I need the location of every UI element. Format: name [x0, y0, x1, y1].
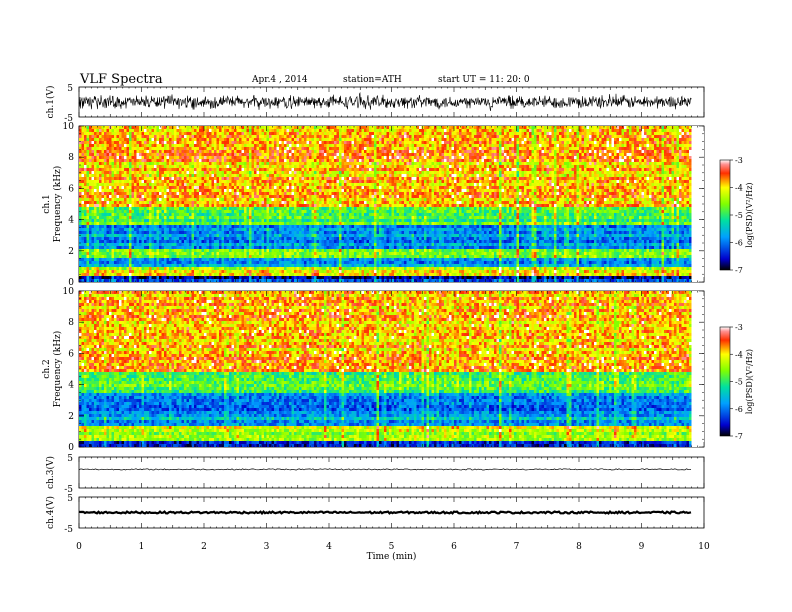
colorbar-tick-label: -5: [735, 211, 743, 220]
x-tick-label: 9: [639, 542, 645, 552]
y-axis-label: ch.3(V): [45, 456, 56, 489]
waveform-line: [78, 509, 692, 516]
y-axis-label: ch.1(V): [45, 86, 56, 119]
ch4-waveform-trace: [78, 509, 692, 516]
colorbar-tick-label: -7: [735, 266, 743, 275]
colorbar-tick-label: -4: [735, 350, 743, 359]
colorbar-tick-label: -6: [735, 405, 743, 414]
colorbar-tick-label: -6: [735, 239, 743, 248]
x-tick-label: 0: [76, 542, 82, 552]
x-tick-label: 1: [139, 542, 145, 552]
y-tick-label: 5: [67, 494, 73, 504]
colorbar-tick-label: -3: [735, 323, 743, 332]
no-data-region: [691, 291, 704, 447]
x-tick-label: 8: [576, 542, 582, 552]
x-tick-label: 10: [698, 542, 710, 552]
colorbars: -3 -4 -5 -6 -7 log(PSD)(V²/Hz) -3 -4 -5 -6 -7 log(P…: [719, 156, 754, 441]
y-tick-label: -5: [64, 525, 73, 535]
y-tick-label: 10: [63, 287, 75, 297]
y-tick-label: 2: [68, 412, 74, 422]
x-tick-label: 2: [201, 542, 207, 552]
figure-date: Apr.4 , 2014: [251, 75, 308, 85]
colorbar-tick-label: -4: [735, 184, 743, 193]
y-tick-label: 8: [68, 153, 74, 163]
ch2-spectrogram-image: [79, 291, 704, 447]
y-tick-label: 2: [68, 247, 74, 257]
y-axis-label: ch.2: [42, 359, 52, 378]
y-tick-label: 6: [68, 349, 74, 359]
x-tick-label: 7: [514, 542, 520, 552]
y-axis-label: Frequency (kHz): [52, 166, 63, 243]
colorbar-scale: [719, 159, 731, 271]
y-tick-label: -5: [64, 114, 73, 124]
ch1-waveform-trace: [78, 92, 692, 112]
x-tick-label: 3: [264, 542, 270, 552]
x-tick-label: 4: [326, 542, 332, 552]
y-tick-label: 5: [67, 454, 73, 464]
y-tick-label: 4: [68, 216, 74, 226]
colorbar-tick-label: -3: [735, 156, 743, 165]
y-tick-label: 5: [67, 84, 73, 94]
figure-station: station=ATH: [343, 75, 402, 85]
colorbar-scale: [719, 326, 731, 437]
waveform-line: [78, 92, 692, 112]
ch3-waveform-trace: [78, 468, 692, 471]
y-tick-label: 6: [68, 184, 74, 194]
figure-title: VLF Spectra: [79, 72, 163, 87]
x-tick-label: 5: [389, 542, 395, 552]
colorbar-tick-label: -5: [735, 378, 743, 387]
y-tick-label: 0: [68, 278, 74, 288]
y-tick-label: 8: [68, 318, 74, 328]
y-tick-label: 0: [68, 443, 74, 453]
y-axis-label: Frequency (kHz): [52, 331, 63, 408]
y-tick-label: 10: [63, 122, 75, 132]
y-axis-label: ch.4(V): [45, 496, 56, 529]
y-tick-label: 4: [68, 381, 74, 391]
waveform-line: [78, 468, 692, 471]
x-axis-label: Time (min): [367, 551, 417, 562]
colorbar-label: log(PSD)(V²/Hz): [745, 349, 754, 414]
figure-start-time: start UT = 11: 20: 0: [438, 75, 530, 85]
ch1-spectrogram-image: [79, 126, 704, 282]
x-tick-label: 6: [451, 542, 457, 552]
y-tick-label: -5: [64, 485, 73, 495]
colorbar-tick-label: -7: [735, 432, 743, 441]
y-axis-label: ch.1: [42, 194, 52, 213]
no-data-region: [691, 126, 704, 282]
colorbar-label: log(PSD)(V²/Hz): [745, 182, 754, 247]
